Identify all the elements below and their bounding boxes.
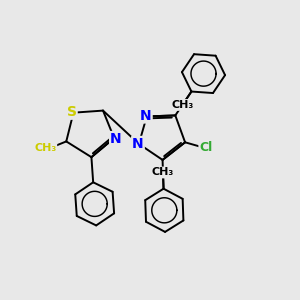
Text: CH₃: CH₃ — [171, 100, 194, 110]
Text: N: N — [110, 132, 122, 146]
Text: S: S — [67, 105, 76, 119]
Text: CH₃: CH₃ — [34, 143, 56, 153]
Text: N: N — [132, 137, 144, 151]
Text: Cl: Cl — [200, 141, 213, 154]
Text: N: N — [140, 109, 152, 122]
Text: CH₃: CH₃ — [152, 167, 174, 178]
